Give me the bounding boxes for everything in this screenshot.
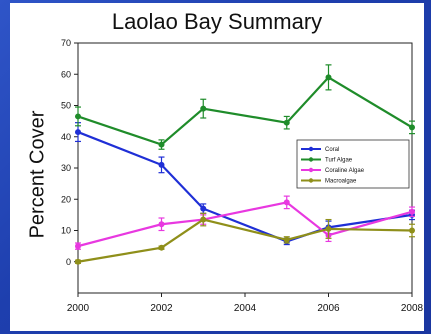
x-tick-label: 2008: [401, 303, 424, 314]
series-line: [77, 201, 413, 248]
data-point: [283, 119, 290, 126]
y-tick-label: 60: [61, 69, 71, 79]
line-chart: 0 10 20 30 40 50 60 70 2000 2002 2004 2006 2008 Coral…: [61, 38, 424, 314]
data-point: [325, 225, 332, 232]
data-point: [409, 208, 415, 215]
data-point: [158, 221, 165, 228]
data-point: [409, 227, 415, 234]
legend-label: Coral: [325, 147, 339, 153]
y-tick-label: 50: [61, 101, 71, 111]
x-tick-label: 2000: [67, 303, 90, 314]
data-point: [283, 236, 290, 243]
data-point: [75, 258, 81, 265]
data-point: [75, 113, 81, 120]
y-tick-label: 10: [61, 226, 71, 236]
legend-swatch-marker: [308, 178, 314, 183]
x-tick-label: 2002: [150, 303, 173, 314]
y-tick-label: 0: [66, 257, 71, 267]
legend-label: Macroalgae: [325, 179, 357, 185]
legend-swatch-marker: [308, 146, 314, 152]
data-point: [200, 205, 207, 212]
y-tick-label: 30: [61, 163, 71, 173]
y-tick-label: 20: [61, 194, 71, 204]
legend-label: Coraline Algae: [325, 168, 365, 174]
data-point: [158, 244, 165, 251]
legend-swatch-marker: [308, 157, 314, 162]
x-tick-label: 2006: [317, 303, 340, 314]
data-point: [75, 129, 81, 136]
y-tick-label: 70: [61, 38, 71, 48]
x-tick-label: 2004: [234, 303, 257, 314]
chart-title: Laolao Bay Summary: [111, 9, 323, 34]
data-point: [200, 216, 207, 223]
data-point: [409, 124, 415, 131]
legend-swatch-marker: [308, 167, 314, 173]
data-point: [283, 199, 290, 206]
data-point: [325, 74, 332, 81]
series-line: [77, 131, 413, 243]
data-point: [158, 161, 165, 168]
y-tick-label: 40: [61, 132, 71, 142]
chart-panel: Laolao Bay Summary Percent Cover 0 10 20 30…: [10, 3, 424, 331]
series-line: [77, 218, 413, 263]
legend-label: Turf Algae: [325, 158, 353, 164]
data-point: [158, 141, 165, 148]
data-point: [75, 243, 81, 250]
series-line: [77, 75, 413, 146]
data-point: [200, 105, 207, 112]
